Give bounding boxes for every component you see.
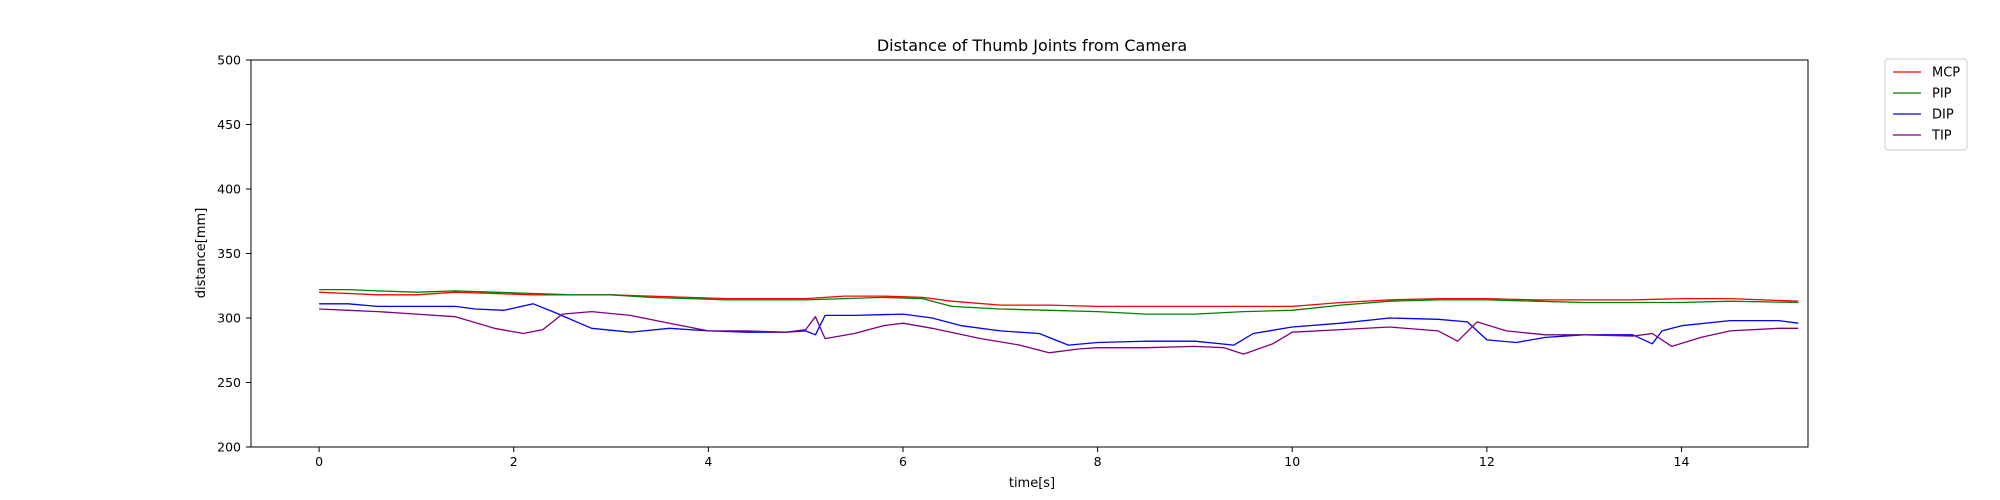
chart-title: Distance of Thumb Joints from Camera bbox=[877, 36, 1187, 55]
x-tick-label: 2 bbox=[510, 454, 518, 469]
y-tick-label: 250 bbox=[217, 375, 241, 390]
series-line-dip bbox=[319, 303, 1799, 346]
legend: MCP PIP DIP TIP bbox=[1884, 58, 1968, 151]
y-axis-label: distance[mm] bbox=[194, 208, 209, 299]
x-tick-label: 12 bbox=[1479, 454, 1495, 469]
y-tick-label: 350 bbox=[217, 246, 241, 261]
x-tick-label: 10 bbox=[1284, 454, 1300, 469]
x-tick-label: 14 bbox=[1674, 454, 1690, 469]
series-line-tip bbox=[319, 308, 1799, 355]
y-tick-label: 400 bbox=[217, 182, 241, 197]
series-line-pip bbox=[319, 288, 1799, 315]
legend-label-dip: DIP bbox=[1932, 108, 1954, 123]
x-tick-label: 8 bbox=[1094, 454, 1102, 469]
x-axis-label: time[s] bbox=[1009, 476, 1055, 491]
legend-label-tip: TIP bbox=[1931, 129, 1952, 144]
y-tick-label: 300 bbox=[217, 311, 241, 326]
series-line-mcp bbox=[319, 291, 1799, 308]
legend-box bbox=[1884, 58, 1968, 151]
legend-label-mcp: MCP bbox=[1932, 66, 1960, 81]
y-axis-ticks: 200 250 300 350 400 450 500 bbox=[217, 53, 251, 455]
x-tick-label: 0 bbox=[315, 454, 323, 469]
x-tick-label: 6 bbox=[899, 454, 907, 469]
y-tick-label: 500 bbox=[217, 53, 241, 68]
plot-frame bbox=[250, 59, 1809, 448]
y-tick-label: 200 bbox=[217, 440, 241, 455]
plot-area bbox=[319, 288, 1799, 355]
y-tick-label: 450 bbox=[217, 117, 241, 132]
x-tick-label: 4 bbox=[704, 454, 712, 469]
x-axis-ticks: 0 2 4 6 8 10 12 14 bbox=[315, 447, 1689, 469]
legend-label-pip: PIP bbox=[1932, 87, 1952, 102]
